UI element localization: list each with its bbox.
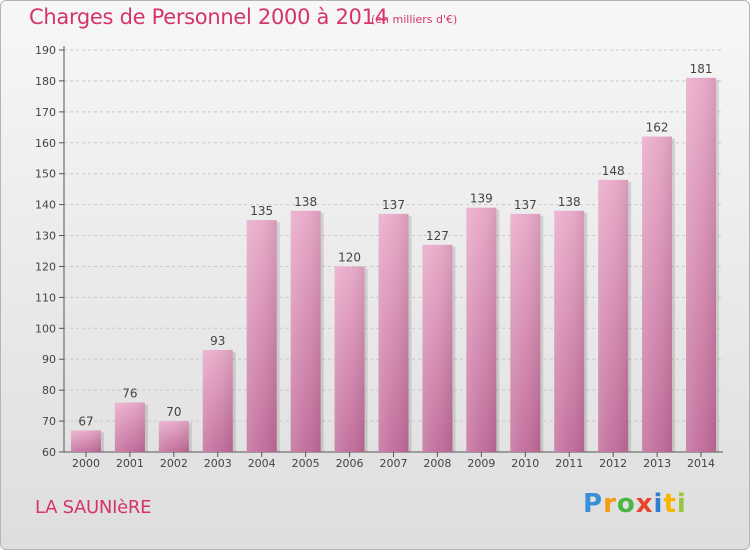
bar-highlight	[246, 220, 277, 452]
bar-highlight	[202, 349, 233, 452]
proxiti-logo: Proxiti	[583, 489, 687, 519]
chart-title: Charges de Personnel 2000 à 2014	[29, 5, 388, 29]
x-tick-label: 2012	[599, 457, 627, 470]
data-label: 120	[338, 250, 361, 264]
y-tick-label: 100	[35, 322, 56, 335]
axes: 60 70 80 90 100 110 120 130 140 150 160 170 180 190	[35, 44, 723, 459]
bar-highlight	[686, 77, 717, 452]
bar-highlight	[422, 244, 453, 452]
y-tick-label: 120	[35, 260, 56, 273]
x-tick-label: 2006	[336, 457, 364, 470]
bar-highlight	[466, 207, 497, 452]
x-tick-label: 2007	[380, 457, 408, 470]
x-tick-label: 2009	[467, 457, 495, 470]
data-label: 138	[294, 195, 317, 209]
y-tick-label: 60	[42, 446, 56, 459]
data-label: 137	[514, 198, 537, 212]
bar-highlight	[378, 213, 409, 452]
x-tick-label: 2014	[687, 457, 715, 470]
y-tick-label: 140	[35, 199, 56, 212]
data-label: 135	[250, 204, 273, 218]
x-tick-label: 2001	[116, 457, 144, 470]
bar-highlight	[158, 421, 189, 452]
x-tick-label: 2003	[204, 457, 232, 470]
chart-subtitle: (en milliers d'€)	[371, 13, 458, 26]
x-tick-label: 2005	[292, 457, 320, 470]
bar-highlight	[642, 136, 673, 453]
y-tick-label: 170	[35, 106, 56, 119]
x-tick-label: 2000	[72, 457, 100, 470]
commune-name: LA SAUNIèRE	[35, 497, 152, 518]
data-label: 76	[122, 387, 137, 401]
data-label: 127	[426, 229, 449, 243]
data-label: 137	[382, 198, 405, 212]
y-tick-label: 190	[35, 44, 56, 57]
y-tick-label: 160	[35, 137, 56, 150]
data-label: 162	[646, 121, 669, 135]
y-tick-label: 180	[35, 75, 56, 88]
data-label: 70	[166, 405, 181, 419]
x-tick-label: 2010	[511, 457, 539, 470]
y-tick-label: 150	[35, 168, 56, 181]
bars	[70, 77, 720, 453]
bar-highlight	[70, 430, 101, 452]
bar-highlight	[290, 210, 321, 452]
bar-highlight	[598, 179, 629, 452]
x-tick-label: 2004	[248, 457, 276, 470]
bar-highlight	[334, 266, 365, 452]
y-tick-label: 90	[42, 353, 56, 366]
x-tick-label: 2011	[555, 457, 583, 470]
data-label: 67	[78, 414, 93, 428]
data-label: 93	[210, 334, 225, 348]
x-tick-label: 2002	[160, 457, 188, 470]
data-label: 148	[602, 164, 625, 178]
x-tick-label: 2008	[423, 457, 451, 470]
data-label: 181	[690, 62, 713, 76]
labels: 67 2000 76 2001 70 2002 93 2003 135 2004 138 2005 12…	[72, 62, 715, 470]
y-tick-label: 110	[35, 291, 56, 304]
data-label: 138	[558, 195, 581, 209]
y-tick-label: 80	[42, 384, 56, 397]
bar-highlight	[114, 402, 145, 452]
bar-highlight	[510, 213, 541, 452]
y-tick-label: 70	[42, 415, 56, 428]
data-label: 139	[470, 192, 493, 206]
bar-highlight	[554, 210, 585, 452]
x-tick-label: 2013	[643, 457, 671, 470]
y-tick-label: 130	[35, 230, 56, 243]
